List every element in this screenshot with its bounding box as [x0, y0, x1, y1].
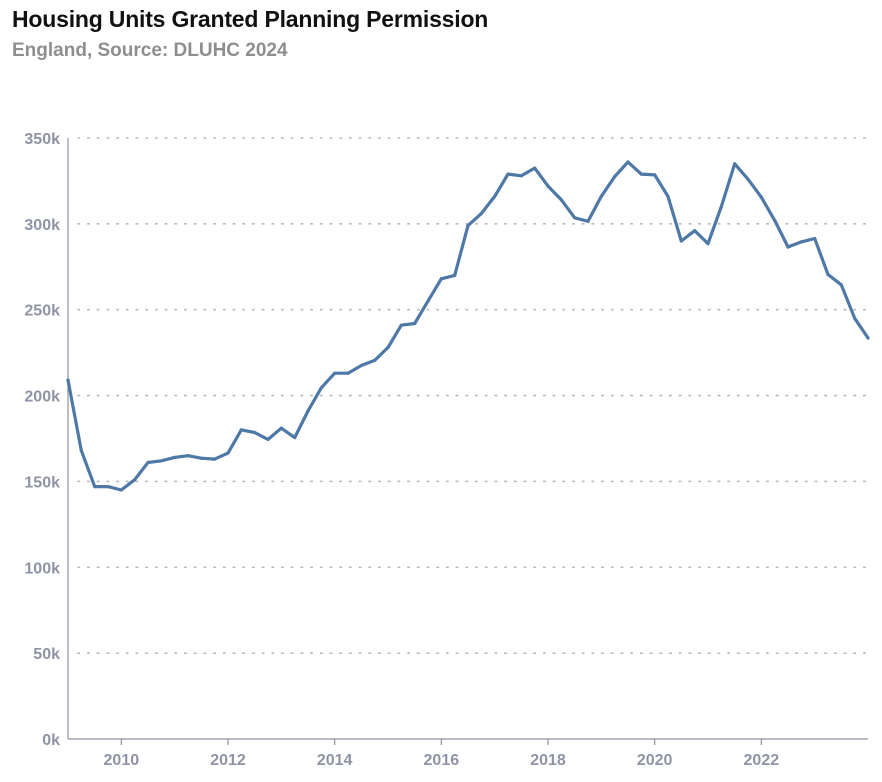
data-point	[533, 166, 537, 170]
data-point	[279, 426, 283, 430]
data-point	[333, 371, 337, 375]
data-point	[306, 409, 310, 413]
data-point	[479, 212, 483, 216]
data-point	[626, 160, 630, 164]
data-point	[319, 386, 323, 390]
data-point	[839, 283, 843, 287]
x-tick-label: 2022	[744, 752, 780, 769]
data-point	[613, 175, 617, 179]
data-point	[106, 485, 110, 489]
data-point	[186, 454, 190, 458]
data-point	[293, 436, 297, 440]
x-tick-label: 2014	[317, 752, 353, 769]
data-point	[239, 428, 243, 432]
data-point	[93, 485, 97, 489]
y-tick-label: 350k	[24, 131, 60, 148]
data-point	[759, 195, 763, 199]
data-point	[786, 245, 790, 249]
series	[66, 160, 870, 492]
data-point	[599, 194, 603, 198]
data-point	[359, 363, 363, 368]
data-point	[813, 236, 817, 241]
data-point	[399, 323, 403, 327]
data-point	[173, 455, 177, 459]
y-tick-label: 250k	[24, 303, 60, 320]
data-point	[866, 336, 870, 340]
data-point	[199, 456, 203, 460]
y-tick-label: 0k	[42, 732, 60, 749]
chart-title: Housing Units Granted Planning Permissio…	[12, 6, 489, 32]
data-point	[506, 172, 510, 176]
data-point	[559, 198, 563, 202]
data-point	[719, 205, 723, 209]
data-point	[426, 299, 430, 303]
data-point	[653, 173, 657, 177]
data-point	[346, 371, 350, 375]
x-tick-label: 2018	[530, 752, 566, 769]
y-tick-label: 200k	[24, 389, 60, 406]
data-point	[586, 219, 590, 223]
y-tick-label: 50k	[33, 646, 60, 663]
data-point	[453, 273, 457, 277]
chart-subtitle: England, Source: DLUHC 2024	[12, 40, 288, 61]
data-point	[226, 451, 230, 455]
data-point	[733, 162, 737, 166]
data-point	[639, 172, 643, 176]
series-line	[66, 160, 870, 492]
data-point	[413, 321, 417, 326]
x-tick-label: 2016	[424, 752, 460, 769]
data-point	[159, 459, 163, 463]
data-point	[799, 240, 803, 244]
data-point	[693, 229, 697, 233]
y-tick-label: 300k	[24, 217, 60, 234]
data-point	[546, 184, 550, 188]
data-point	[66, 378, 70, 382]
y-axis-ticks: 0k 50k 100k 150k 200k 250k 300k 350k	[24, 131, 60, 749]
data-point	[826, 272, 830, 277]
data-point	[253, 430, 257, 435]
data-point	[746, 177, 750, 181]
data-point	[213, 457, 217, 461]
data-point	[119, 488, 123, 492]
y-tick-label: 150k	[24, 474, 60, 491]
data-point	[79, 448, 83, 453]
data-point	[466, 224, 470, 228]
x-tick-label: 2010	[104, 752, 140, 769]
data-point	[853, 316, 857, 320]
data-point	[386, 345, 390, 350]
x-axis-ticks: 2010 2012 2014 2016 2018 2020 2022	[104, 739, 780, 769]
x-tick-label: 2020	[637, 752, 673, 769]
data-point	[666, 194, 670, 198]
y-tick-label: 100k	[24, 560, 60, 577]
data-point	[373, 358, 377, 362]
data-point	[439, 277, 443, 281]
data-point	[773, 218, 777, 222]
x-tick-label: 2012	[210, 752, 246, 769]
data-point	[573, 216, 577, 220]
gridlines	[77, 137, 869, 654]
data-point	[146, 460, 150, 465]
data-point	[706, 242, 710, 246]
data-point	[266, 437, 270, 441]
axes	[67, 138, 868, 740]
data-point	[679, 239, 683, 243]
data-point	[519, 174, 523, 178]
data-point	[493, 194, 497, 198]
data-point	[133, 478, 137, 482]
